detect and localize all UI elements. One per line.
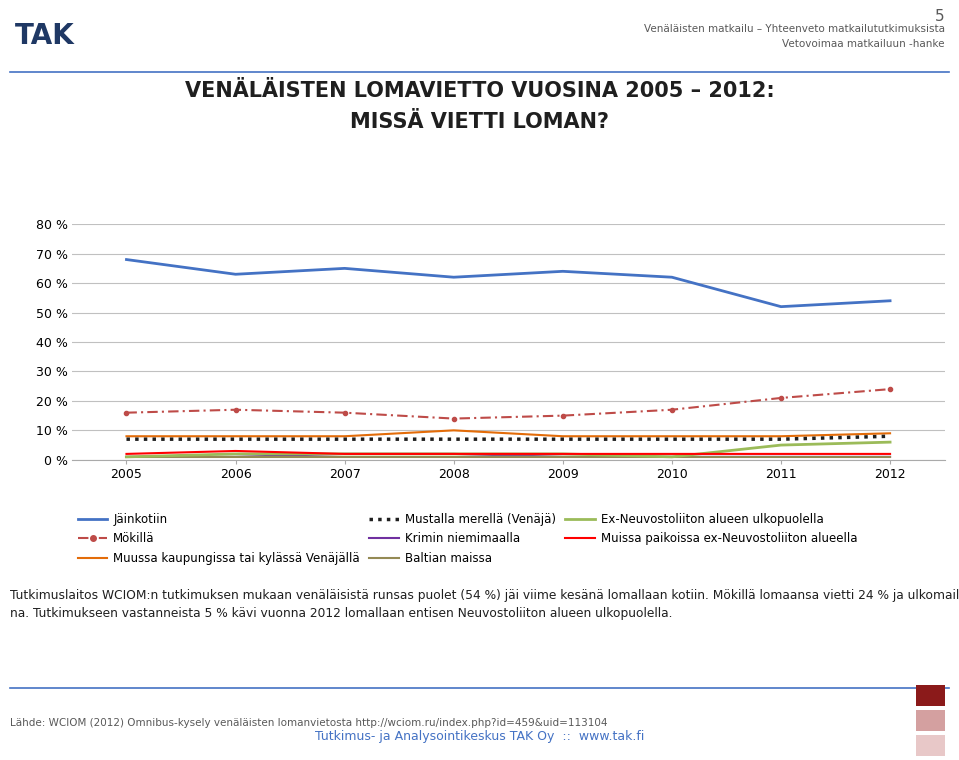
Legend: Jäinkotiin, Mökillä, Muussa kaupungissa tai kylässä Venäjällä, Mustalla merellä : Jäinkotiin, Mökillä, Muussa kaupungissa … (78, 513, 857, 565)
Text: VENÄLÄISTEN LOMAVIETTO VUOSINA 2005 – 2012:: VENÄLÄISTEN LOMAVIETTO VUOSINA 2005 – 20… (185, 81, 774, 101)
Text: Vetovoimaa matkailuun -hanke: Vetovoimaa matkailuun -hanke (783, 39, 945, 49)
Text: Tutkimus- ja Analysointikeskus TAK Oy  ::  www.tak.fi: Tutkimus- ja Analysointikeskus TAK Oy ::… (315, 730, 644, 743)
Text: 5: 5 (935, 9, 945, 24)
Text: TAK: TAK (14, 22, 74, 50)
Text: MISSÄ VIETTI LOMAN?: MISSÄ VIETTI LOMAN? (350, 112, 609, 131)
Text: Lähde: WCIOM (2012) Omnibus-kysely venäläisten lomanvietosta http://wciom.ru/ind: Lähde: WCIOM (2012) Omnibus-kysely venäl… (10, 718, 607, 728)
Text: Tutkimuslaitos WCIOM:n tutkimuksen mukaan venäläisistä runsas puolet (54 %) jäi : Tutkimuslaitos WCIOM:n tutkimuksen mukaa… (10, 589, 959, 619)
Text: Venäläisten matkailu – Yhteenveto matkailututkimuksista: Venäläisten matkailu – Yhteenveto matkai… (643, 24, 945, 34)
